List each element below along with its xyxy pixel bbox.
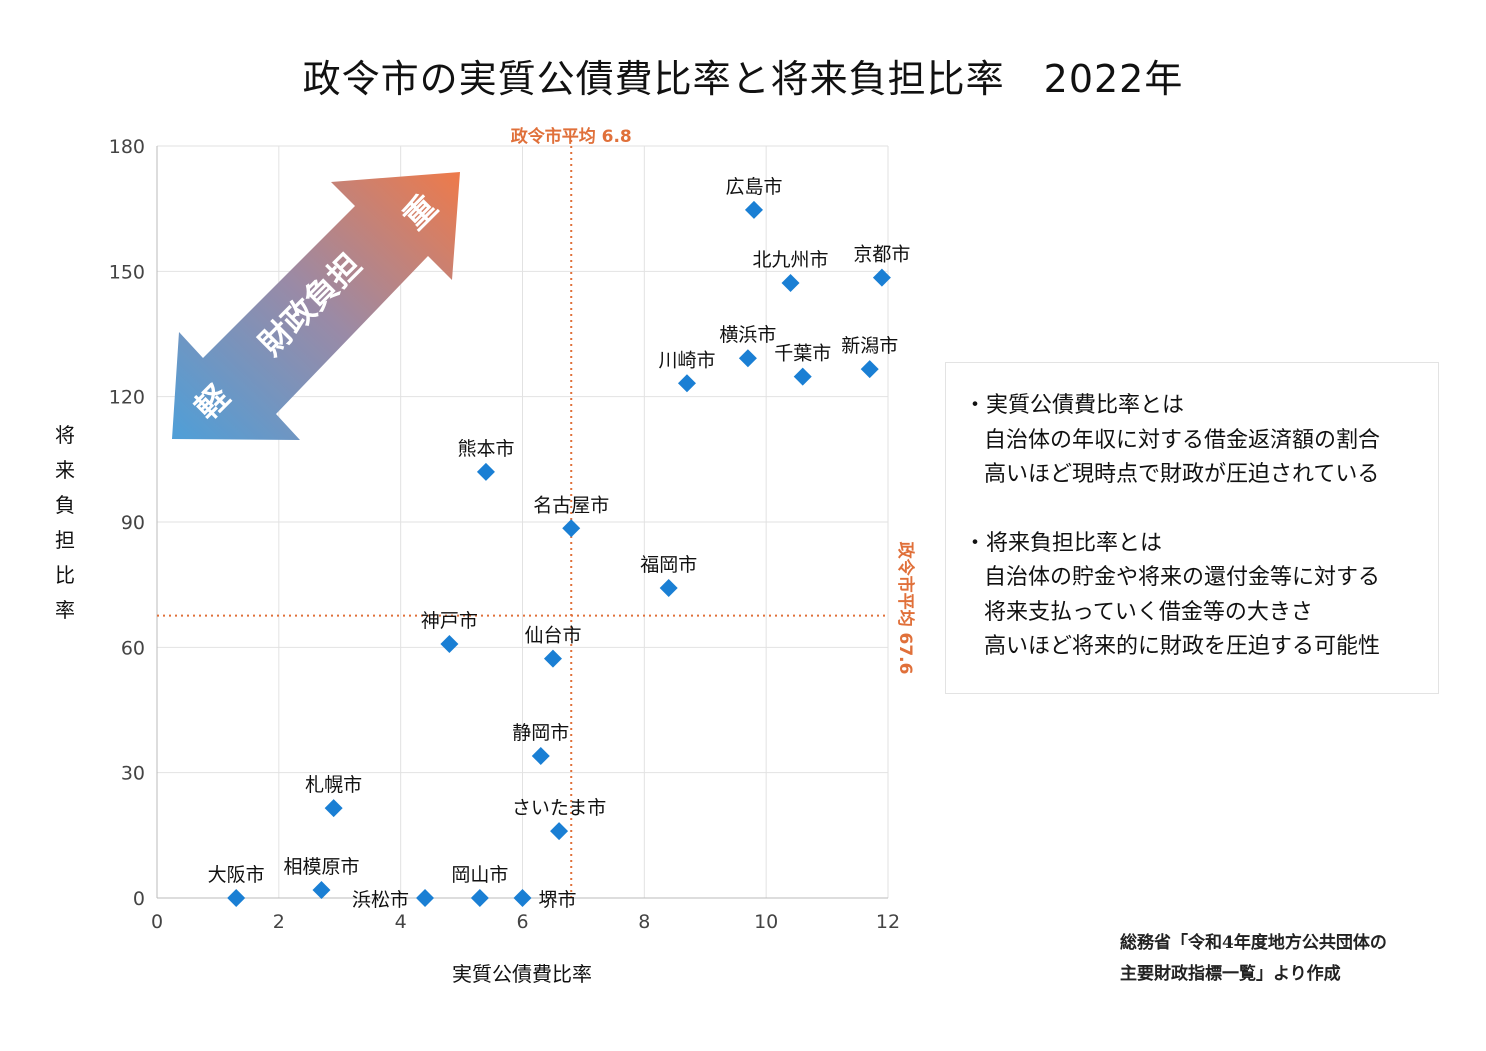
y-axis-label: 将来負担比率: [48, 418, 82, 628]
source-note: 総務省「令和4年度地方公共団体の 主要財政指標一覧」より作成: [1120, 928, 1387, 990]
chart-title: 政令市の実質公債費比率と将来負担比率 2022年: [302, 57, 1184, 101]
y-tick-label: 120: [109, 387, 145, 409]
definition-heading-2: ・将来負担比率とは: [964, 530, 1163, 556]
x-tick-label: 4: [395, 911, 407, 933]
data-point-label: さいたま市: [512, 797, 606, 819]
x-tick-label: 10: [754, 911, 778, 933]
axes: 0 30 60 90 120 150 180 0 2 4 6 8 10 12: [109, 136, 900, 933]
x-tick-label: 2: [273, 911, 285, 933]
data-point-label: 新潟市: [841, 335, 898, 357]
data-point-marker: [440, 634, 459, 653]
data-point-label: 名古屋市: [533, 494, 609, 516]
data-point-label: 堺市: [539, 889, 577, 911]
y-average-label: 政令市平均 67.6: [895, 542, 916, 675]
y-axis-label-char: 来: [55, 458, 75, 482]
data-point-marker: [738, 349, 757, 368]
y-axis-label-char: 担: [55, 528, 75, 552]
city-labels: 広島市京都市 北九州市横浜市新潟市千葉市 川崎市熊本市名古屋市福岡市神戸市仙台市静岡…: [208, 176, 911, 911]
average-lines: 政令市平均 6.8 政令市平均 67.6: [157, 126, 916, 898]
data-point-label: 相模原市: [283, 856, 359, 878]
data-point-label: 千葉市: [774, 343, 831, 365]
data-point-label: 神戸市: [421, 610, 478, 632]
y-tick-label: 60: [121, 637, 145, 659]
data-point-marker: [659, 579, 678, 598]
data-point-label: 北九州市: [753, 249, 829, 271]
x-tick-label: 0: [151, 911, 163, 933]
data-point-marker: [677, 374, 696, 393]
data-point-label: 広島市: [725, 176, 782, 198]
data-point-marker: [872, 268, 891, 287]
double-arrow-shape: [172, 172, 460, 440]
data-point-label: 京都市: [853, 244, 910, 266]
data-point-label: 熊本市: [457, 438, 514, 460]
data-point-marker: [416, 889, 435, 907]
x-tick-label: 6: [516, 911, 528, 933]
x-axis-label: 実質公債費比率: [452, 962, 592, 986]
data-point-marker: [476, 462, 495, 481]
data-point-marker: [543, 649, 562, 668]
data-point-marker: [312, 881, 331, 900]
data-point-marker: [227, 889, 246, 907]
y-axis-label-char: 比: [55, 563, 75, 587]
data-point-marker: [860, 360, 879, 379]
data-point-marker: [513, 889, 532, 907]
data-point-marker: [562, 519, 581, 538]
data-point-label: 福岡市: [640, 554, 697, 576]
data-point-label: 仙台市: [524, 625, 581, 647]
data-point-marker: [550, 822, 569, 841]
definition-line: 自治体の貯金や将来の還付金等に対する: [984, 565, 1381, 590]
x-tick-label: 12: [876, 911, 900, 933]
data-point-label: 岡山市: [451, 864, 508, 886]
source-line: 主要財政指標一覧」より作成: [1120, 964, 1341, 984]
definition-line: 将来支払っていく借金等の大きさ: [984, 599, 1313, 625]
burden-arrow: 軽 財政負担 重: [172, 172, 460, 440]
definition-heading-1: ・実質公債費比率とは: [964, 393, 1185, 418]
x-tick-label: 8: [638, 911, 650, 933]
definition-line: 高いほど将来的に財政を圧迫する可能性: [984, 634, 1381, 659]
data-point-marker: [324, 799, 343, 818]
y-tick-label: 180: [109, 136, 145, 158]
data-point-marker: [470, 889, 489, 907]
definition-box: ・実質公債費比率とは 自治体の年収に対する借金返済額の割合 高いほど現時点で財政…: [945, 362, 1439, 694]
y-tick-label: 0: [133, 888, 145, 910]
y-tick-label: 90: [121, 512, 145, 534]
data-points: [227, 200, 891, 907]
data-point-label: 静岡市: [512, 722, 569, 744]
data-point-marker: [793, 367, 812, 386]
y-axis-label-char: 率: [55, 598, 75, 622]
x-average-label: 政令市平均 6.8: [511, 126, 632, 147]
data-point-label: 大阪市: [208, 864, 265, 886]
definition-line: 高いほど現時点で財政が圧迫されている: [984, 462, 1380, 487]
source-line: 総務省「令和4年度地方公共団体の: [1120, 933, 1387, 953]
data-point-label: 川崎市: [658, 349, 715, 371]
y-tick-label: 150: [109, 261, 145, 283]
y-axis-label-char: 負: [55, 493, 75, 517]
data-point-label: 横浜市: [719, 324, 776, 346]
data-point-marker: [744, 200, 763, 219]
data-point-marker: [531, 746, 550, 765]
y-tick-label: 30: [121, 763, 145, 785]
y-axis-label-char: 将: [55, 423, 75, 447]
data-point-label: 札幌市: [305, 774, 362, 796]
definition-line: 自治体の年収に対する借金返済額の割合: [984, 427, 1381, 453]
data-point-label: 浜松市: [352, 889, 409, 911]
data-point-marker: [781, 274, 800, 293]
